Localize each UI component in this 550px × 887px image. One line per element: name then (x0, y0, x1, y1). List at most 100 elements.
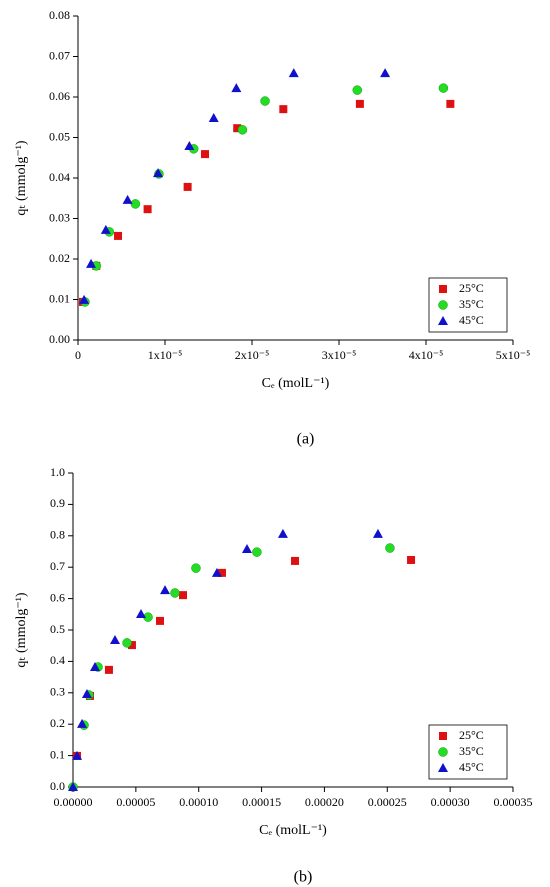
marker-circle (438, 83, 449, 93)
marker-triangle (160, 585, 171, 595)
marker-triangle (68, 782, 78, 791)
marker-square (179, 591, 187, 600)
y-tick-label: 0.08 (49, 8, 70, 22)
marker-triangle (100, 224, 111, 234)
x-axis-label: Cₑ (molL⁻¹) (259, 823, 327, 838)
marker-circle (260, 96, 270, 106)
legend-marker (439, 732, 447, 740)
marker-square (127, 641, 136, 650)
y-tick-label: 0.2 (50, 716, 65, 730)
marker-triangle (231, 83, 242, 93)
x-tick-label: 4x10⁻⁵ (409, 348, 444, 362)
y-tick-label: 0.01 (49, 291, 70, 305)
marker-square (143, 205, 152, 214)
y-tick-label: 0.07 (49, 48, 70, 62)
marker-square (355, 99, 364, 108)
x-tick-label: 0.00025 (368, 795, 407, 809)
marker-circle (352, 85, 363, 95)
y-tick-label: 0.8 (50, 528, 65, 542)
y-tick-label: 1.0 (50, 465, 65, 479)
y-tick-label: 0.5 (50, 622, 65, 636)
x-tick-label: 3x10⁻⁵ (322, 348, 357, 362)
legend-marker (439, 285, 447, 293)
x-tick-label: 0.00030 (431, 795, 470, 809)
legend-marker (438, 300, 448, 310)
x-tick-label: 0.00020 (305, 795, 344, 809)
y-axis-label: qₜ (mmolg⁻¹) (14, 592, 29, 668)
legend-marker (438, 316, 448, 325)
x-tick-label: 2x10⁻⁵ (235, 348, 270, 362)
marker-triangle (241, 543, 252, 553)
x-tick-label: 0.00000 (54, 795, 93, 809)
legend-label: 45°C (459, 760, 484, 774)
marker-circle (237, 125, 248, 135)
x-tick-label: 0.00035 (494, 795, 533, 809)
marker-triangle (288, 68, 299, 78)
x-axis-label: Cₑ (molL⁻¹) (262, 376, 330, 391)
marker-square (201, 150, 210, 159)
marker-square (279, 105, 288, 114)
x-tick-label: 0 (75, 348, 81, 362)
y-tick-label: 0.4 (50, 653, 65, 667)
y-axis-label: qₜ (mmolg⁻¹) (14, 140, 29, 216)
legend-label: 35°C (459, 744, 484, 758)
marker-circle (170, 588, 180, 598)
marker-triangle (372, 528, 383, 538)
caption: (b) (294, 869, 313, 886)
marker-circle (130, 199, 141, 209)
marker-square (291, 556, 300, 565)
marker-square (233, 124, 242, 133)
y-tick-label: 0.9 (50, 496, 65, 510)
marker-triangle (79, 294, 90, 304)
marker-triangle (90, 662, 100, 672)
y-tick-label: 0.04 (49, 170, 70, 184)
marker-triangle (72, 750, 83, 760)
x-tick-label: 0.00015 (242, 795, 281, 809)
y-tick-label: 0.02 (49, 251, 70, 265)
marker-circle (122, 638, 132, 648)
x-tick-label: 1x10⁻⁵ (148, 348, 183, 362)
marker-square (407, 555, 416, 564)
marker-circle (191, 563, 201, 573)
marker-square (104, 665, 113, 674)
x-tick-label: 0.00010 (179, 795, 218, 809)
legend-label: 45°C (459, 313, 484, 327)
legend-label: 35°C (459, 297, 484, 311)
marker-triangle (81, 689, 92, 699)
legend-marker (438, 763, 448, 772)
y-tick-label: 0.6 (50, 590, 65, 604)
marker-triangle (77, 718, 88, 728)
marker-circle (252, 547, 262, 557)
marker-square (217, 568, 226, 577)
marker-triangle (380, 68, 391, 78)
y-tick-label: 0.00 (49, 332, 70, 346)
y-tick-label: 0.06 (49, 89, 70, 103)
y-tick-label: 0.05 (49, 129, 70, 143)
legend-marker (438, 747, 448, 757)
x-tick-label: 0.00005 (116, 795, 155, 809)
marker-triangle (277, 528, 288, 538)
marker-square (155, 616, 164, 625)
marker-square (114, 231, 123, 240)
marker-triangle (153, 168, 164, 178)
y-tick-label: 0.1 (50, 747, 65, 761)
marker-triangle (86, 258, 97, 268)
x-tick-label: 5x10⁻⁵ (496, 348, 531, 362)
caption: (a) (297, 431, 315, 448)
y-tick-label: 0.03 (49, 210, 70, 224)
marker-circle (385, 543, 395, 553)
marker-triangle (208, 113, 219, 123)
marker-triangle (184, 141, 195, 151)
marker-square (183, 182, 192, 191)
legend-label: 25°C (459, 281, 484, 295)
marker-triangle (122, 194, 133, 204)
y-tick-label: 0.0 (50, 779, 65, 793)
marker-triangle (109, 635, 120, 645)
marker-square (446, 99, 455, 108)
y-tick-label: 0.7 (50, 559, 65, 573)
legend-label: 25°C (459, 728, 484, 742)
marker-triangle (211, 567, 222, 577)
marker-triangle (136, 608, 147, 618)
y-tick-label: 0.3 (50, 685, 65, 699)
